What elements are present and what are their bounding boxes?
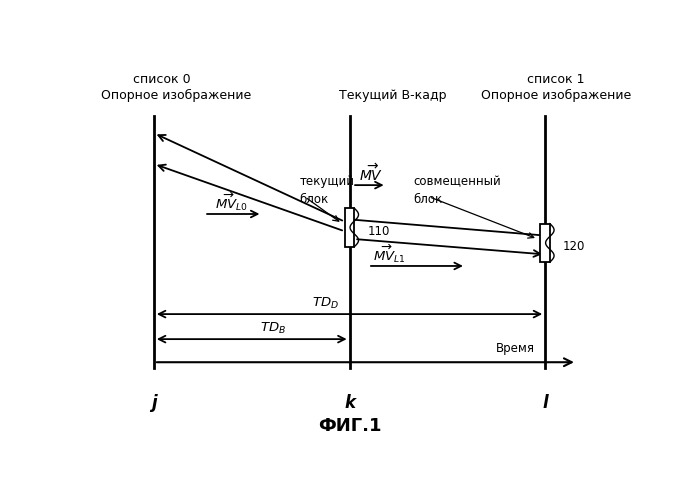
Bar	[540, 224, 550, 262]
Bar	[345, 208, 354, 246]
Text: блок: блок	[299, 194, 329, 206]
Text: блок: блок	[413, 194, 442, 206]
Text: ФИГ.1: ФИГ.1	[318, 418, 381, 436]
Text: $\overrightarrow{MV}_{L1}$: $\overrightarrow{MV}_{L1}$	[373, 242, 406, 265]
Text: k: k	[344, 394, 355, 411]
Text: Текущий В-кадр: Текущий В-кадр	[339, 89, 447, 102]
Text: Время: Время	[496, 342, 535, 355]
Text: список 0: список 0	[133, 74, 190, 86]
Text: совмещенный: совмещенный	[413, 175, 501, 188]
Text: 110: 110	[368, 225, 390, 238]
Text: l: l	[542, 394, 548, 411]
Text: текущий: текущий	[299, 175, 355, 188]
Text: $TD_B$: $TD_B$	[260, 321, 286, 336]
Text: $TD_D$: $TD_D$	[312, 296, 339, 311]
Text: Опорное изображение: Опорное изображение	[101, 89, 252, 102]
Text: j: j	[151, 394, 157, 411]
Text: Опорное изображение: Опорное изображение	[481, 89, 631, 102]
Text: список 1: список 1	[527, 74, 584, 86]
Text: $\overrightarrow{MV}_{L0}$: $\overrightarrow{MV}_{L0}$	[215, 190, 248, 213]
Text: 120: 120	[563, 240, 585, 253]
Text: $\overrightarrow{MV}$: $\overrightarrow{MV}$	[359, 162, 383, 184]
